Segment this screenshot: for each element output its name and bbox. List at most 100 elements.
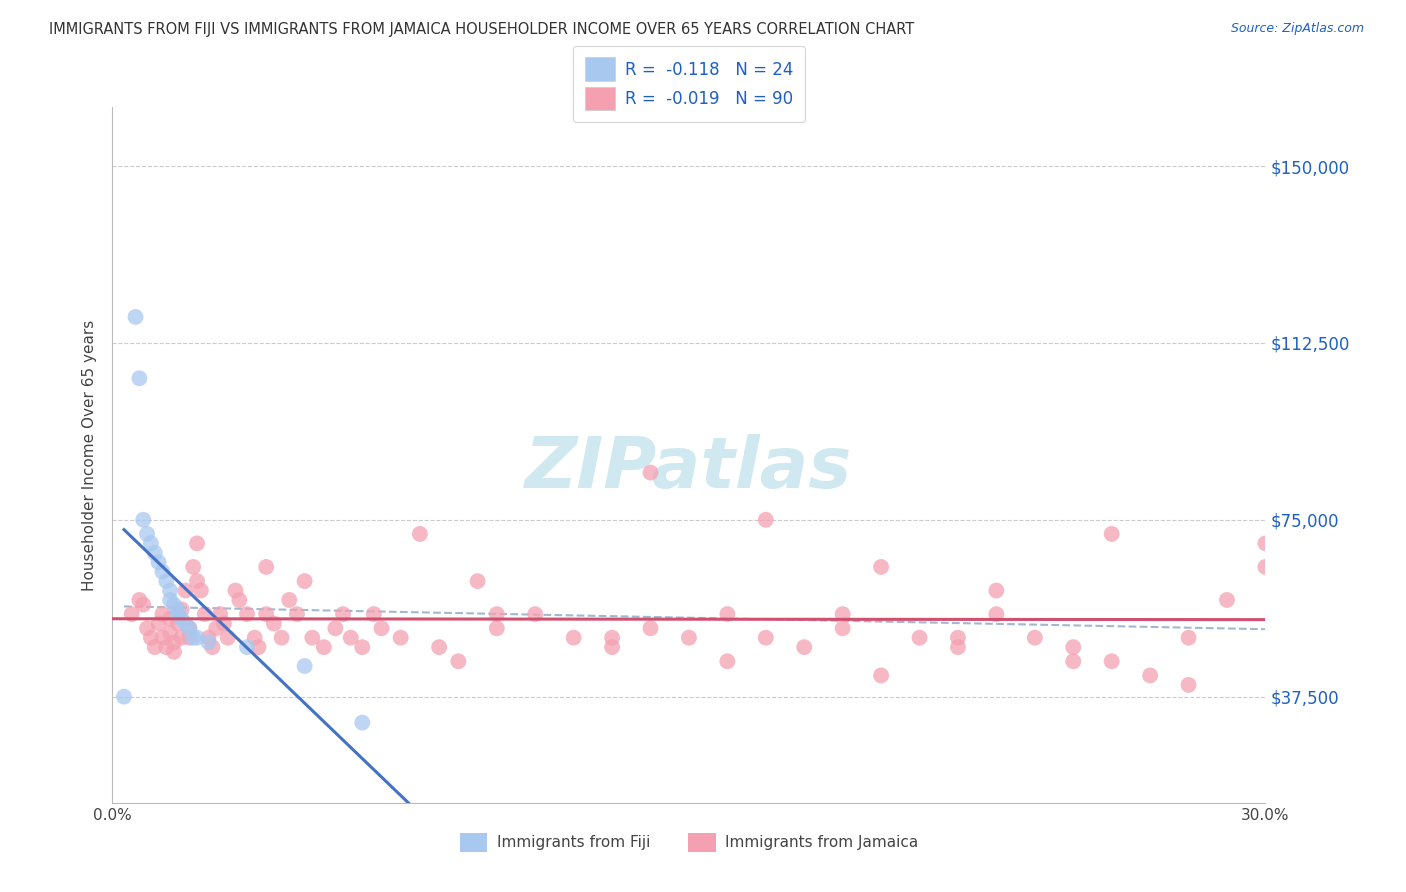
Point	[389, 631, 412, 645]
Point	[212, 616, 235, 631]
Point	[163, 645, 186, 659]
Point	[1062, 640, 1084, 654]
Point	[1254, 536, 1277, 550]
Point	[1254, 560, 1277, 574]
Point	[166, 616, 188, 631]
Point	[159, 612, 181, 626]
Point	[163, 598, 186, 612]
Point	[294, 574, 316, 588]
Point	[485, 607, 508, 621]
Point	[197, 635, 219, 649]
Point	[163, 635, 186, 649]
Point	[148, 616, 170, 631]
Point	[524, 607, 547, 621]
Point	[946, 640, 969, 654]
Point	[370, 621, 392, 635]
Y-axis label: Householder Income Over 65 years: Householder Income Over 65 years	[82, 319, 97, 591]
Legend: Immigrants from Fiji, Immigrants from Jamaica: Immigrants from Fiji, Immigrants from Ja…	[454, 827, 924, 858]
Point	[181, 631, 204, 645]
Point	[170, 602, 193, 616]
Point	[217, 631, 239, 645]
Text: Source: ZipAtlas.com: Source: ZipAtlas.com	[1230, 22, 1364, 36]
Point	[1024, 631, 1046, 645]
Point	[301, 631, 323, 645]
Point	[870, 560, 893, 574]
Point	[170, 631, 193, 645]
Point	[285, 607, 308, 621]
Point	[128, 371, 150, 385]
Point	[294, 659, 316, 673]
Point	[352, 715, 374, 730]
Point	[174, 583, 197, 598]
Point	[946, 631, 969, 645]
Point	[143, 546, 166, 560]
Point	[312, 640, 335, 654]
Point	[190, 583, 212, 598]
Point	[640, 621, 662, 635]
Point	[755, 513, 778, 527]
Point	[986, 607, 1008, 621]
Point	[325, 621, 347, 635]
Point	[179, 621, 201, 635]
Point	[870, 668, 893, 682]
Point	[166, 607, 188, 621]
Point	[332, 607, 354, 621]
Point	[247, 640, 270, 654]
Point	[121, 607, 143, 621]
Text: IMMIGRANTS FROM FIJI VS IMMIGRANTS FROM JAMAICA HOUSEHOLDER INCOME OVER 65 YEARS: IMMIGRANTS FROM FIJI VS IMMIGRANTS FROM …	[49, 22, 914, 37]
Point	[755, 631, 778, 645]
Point	[174, 616, 197, 631]
Point	[166, 602, 188, 616]
Point	[243, 631, 266, 645]
Point	[128, 593, 150, 607]
Point	[236, 607, 259, 621]
Point	[136, 527, 159, 541]
Point	[270, 631, 292, 645]
Point	[254, 560, 277, 574]
Point	[224, 583, 246, 598]
Point	[148, 555, 170, 569]
Point	[205, 621, 228, 635]
Point	[155, 574, 177, 588]
Point	[352, 640, 374, 654]
Point	[159, 626, 181, 640]
Point	[179, 621, 201, 635]
Point	[254, 607, 277, 621]
Point	[363, 607, 385, 621]
Point	[152, 607, 174, 621]
Point	[467, 574, 489, 588]
Point	[124, 310, 146, 324]
Text: ZIPatlas: ZIPatlas	[526, 434, 852, 503]
Point	[209, 607, 232, 621]
Point	[263, 616, 285, 631]
Point	[278, 593, 301, 607]
Point	[908, 631, 931, 645]
Point	[201, 640, 224, 654]
Point	[716, 607, 738, 621]
Point	[986, 583, 1008, 598]
Point	[409, 527, 432, 541]
Point	[186, 631, 208, 645]
Point	[170, 612, 193, 626]
Point	[678, 631, 700, 645]
Point	[447, 654, 470, 668]
Point	[831, 621, 853, 635]
Point	[143, 640, 166, 654]
Point	[194, 607, 217, 621]
Point	[1101, 654, 1123, 668]
Point	[562, 631, 585, 645]
Point	[132, 513, 155, 527]
Point	[139, 631, 162, 645]
Point	[136, 621, 159, 635]
Point	[181, 560, 204, 574]
Point	[1062, 654, 1084, 668]
Point	[1177, 631, 1199, 645]
Point	[339, 631, 361, 645]
Point	[152, 565, 174, 579]
Point	[427, 640, 450, 654]
Point	[640, 466, 662, 480]
Point	[716, 654, 738, 668]
Point	[228, 593, 250, 607]
Point	[186, 536, 208, 550]
Point	[159, 583, 181, 598]
